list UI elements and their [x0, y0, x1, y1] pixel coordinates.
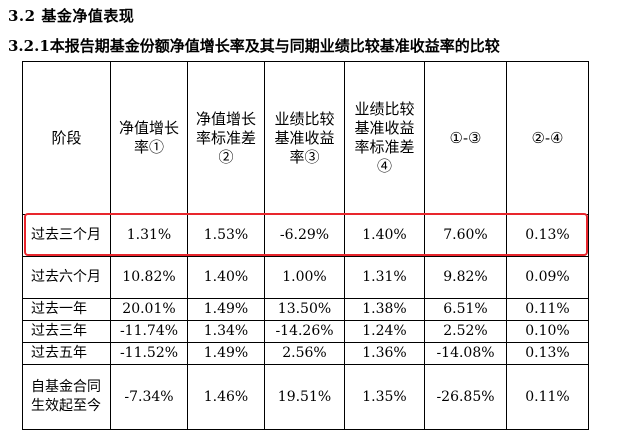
table-cell: 1.34%: [187, 320, 265, 343]
table-row: 过去一年 20.01% 1.49% 13.50% 1.38% 6.51% 0.1…: [22, 298, 589, 321]
table-cell: 过去五年: [22, 342, 111, 365]
table-cell: -26.85%: [424, 364, 507, 430]
table-cell: 0.11%: [506, 364, 589, 430]
table-cell: 0.09%: [506, 256, 589, 299]
table-cell: 6.51%: [424, 298, 507, 321]
table-cell: 1.40%: [344, 214, 425, 257]
table-cell: 过去六个月: [22, 256, 111, 299]
table-row: 自基金合同生效起至今 -7.34% 1.46% 19.51% 1.35% -26…: [22, 364, 589, 430]
table-cell: 1.46%: [187, 364, 265, 430]
header-cell: ②-④: [506, 61, 589, 215]
table-cell: 13.50%: [264, 298, 345, 321]
table-cell: 1.00%: [264, 256, 345, 299]
table-cell: 自基金合同生效起至今: [22, 364, 111, 430]
table-row: 过去三年 -11.74% 1.34% -14.26% 1.24% 2.52% 0…: [22, 320, 589, 343]
table-cell: 过去三个月: [22, 214, 111, 257]
table-cell: 10.82%: [110, 256, 188, 299]
header-cell: 业绩比较基准收益率③: [264, 61, 345, 215]
table-cell: 1.35%: [344, 364, 425, 430]
table-cell: 1.49%: [187, 298, 265, 321]
table-cell: 2.52%: [424, 320, 507, 343]
table-cell: 0.13%: [506, 342, 589, 365]
table-cell: 0.10%: [506, 320, 589, 343]
table-cell: 1.36%: [344, 342, 425, 365]
table-cell: 1.49%: [187, 342, 265, 365]
table-cell: 7.60%: [424, 214, 507, 257]
subsection-title: 3.2.1本报告期基金份额净值增长率及其与同期业绩比较基准收益率的比较: [8, 37, 500, 55]
table-cell: 0.11%: [506, 298, 589, 321]
section-title: 3.2 基金净值表现: [8, 7, 135, 25]
header-cell: ①-③: [424, 61, 507, 215]
table-cell: 19.51%: [264, 364, 345, 430]
header-cell: 净值增长率标准差②: [187, 61, 265, 215]
table-row: 过去六个月 10.82% 1.40% 1.00% 1.31% 9.82% 0.0…: [22, 256, 589, 299]
table-cell: 0.13%: [506, 214, 589, 257]
table-cell: 过去一年: [22, 298, 111, 321]
table-cell: 1.53%: [187, 214, 265, 257]
table-row: 过去五年 -11.52% 1.49% 2.56% 1.36% -14.08% 0…: [22, 342, 589, 365]
table-cell: 1.24%: [344, 320, 425, 343]
table-cell: 1.31%: [344, 256, 425, 299]
table-cell: 9.82%: [424, 256, 507, 299]
table-cell: -11.52%: [110, 342, 188, 365]
table-row: 过去三个月 1.31% 1.53% -6.29% 1.40% 7.60% 0.1…: [22, 214, 589, 257]
table-cell: -14.08%: [424, 342, 507, 365]
header-cell: 净值增长率①: [110, 61, 188, 215]
table-cell: 1.40%: [187, 256, 265, 299]
header-cell: 业绩比较基准收益率标准差④: [344, 61, 425, 215]
table-cell: -11.74%: [110, 320, 188, 343]
table-cell: 过去三年: [22, 320, 111, 343]
table-cell: -7.34%: [110, 364, 188, 430]
table-cell: 1.31%: [110, 214, 188, 257]
table-header-row: 阶段 净值增长率① 净值增长率标准差② 业绩比较基准收益率③ 业绩比较基准收益率…: [22, 61, 589, 215]
header-cell: 阶段: [22, 61, 111, 215]
table-cell: -6.29%: [264, 214, 345, 257]
performance-table: 阶段 净值增长率① 净值增长率标准差② 业绩比较基准收益率③ 业绩比较基准收益率…: [22, 61, 589, 430]
table-cell: 2.56%: [264, 342, 345, 365]
table-cell: 1.38%: [344, 298, 425, 321]
table-cell: 20.01%: [110, 298, 188, 321]
table-cell: -14.26%: [264, 320, 345, 343]
